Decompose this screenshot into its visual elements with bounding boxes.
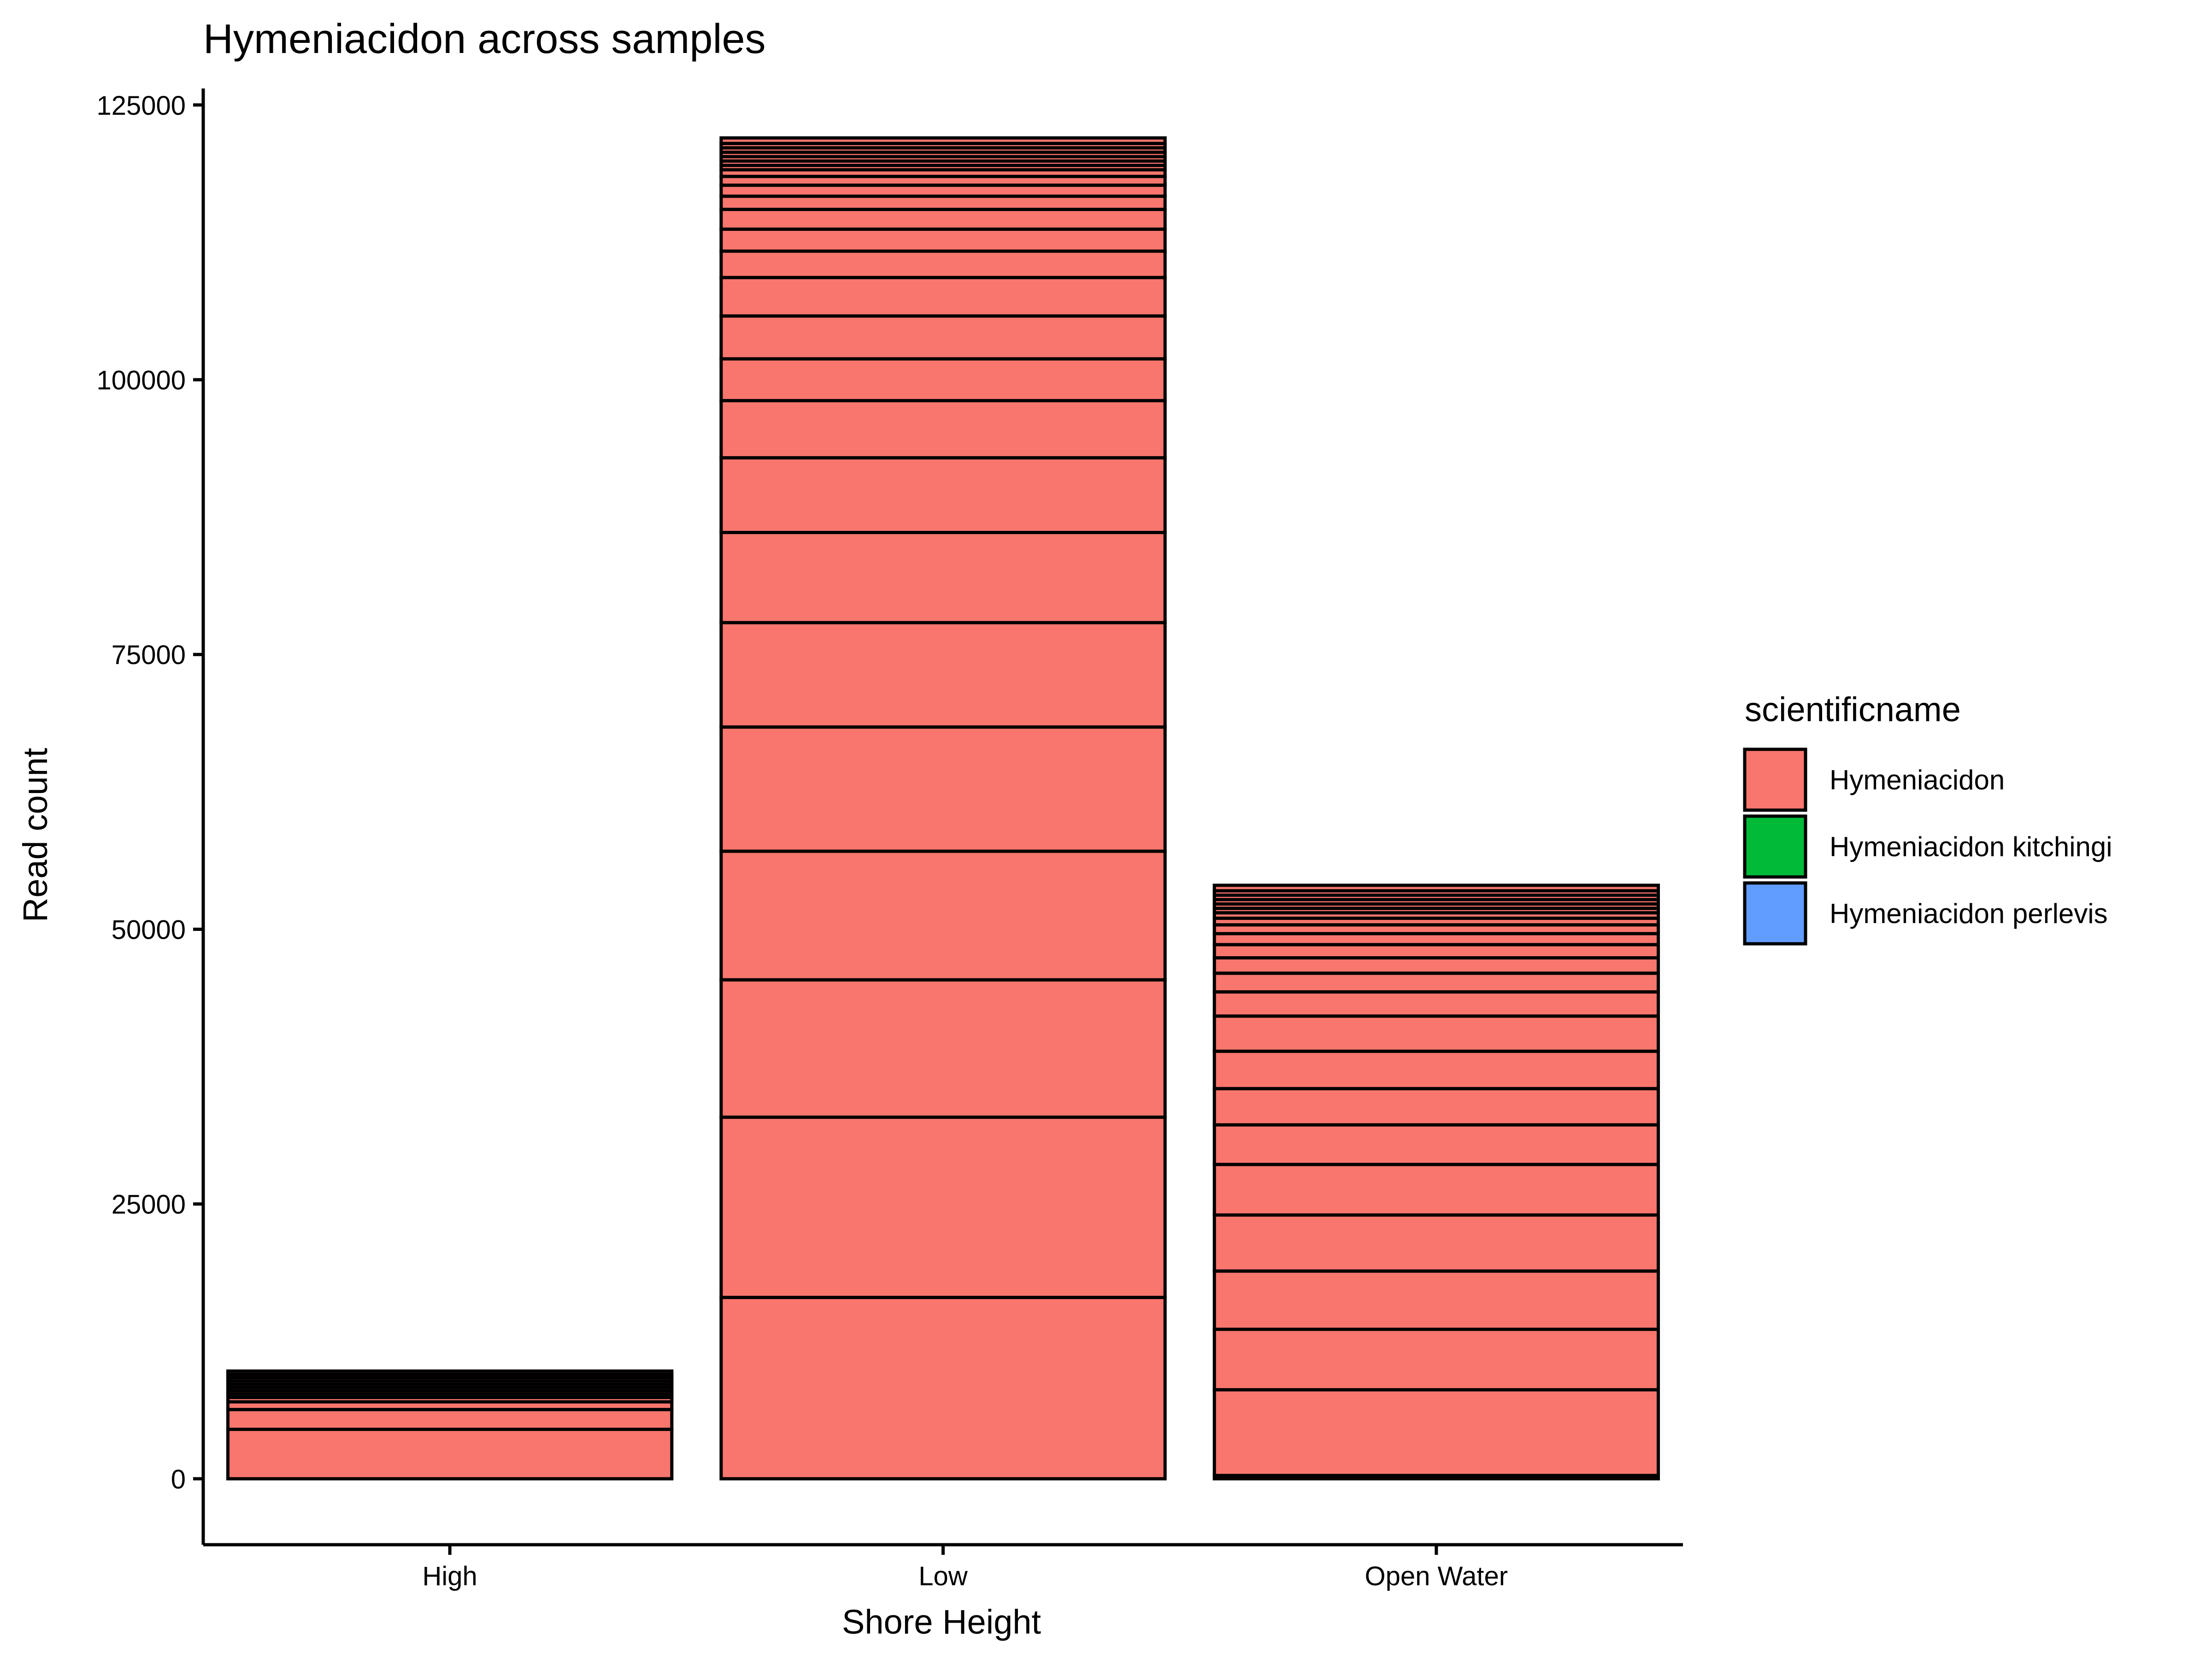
bar-segment: [1212, 943, 1660, 959]
bars-layer: [226, 136, 1660, 1481]
bar-segment: [719, 276, 1167, 318]
y-axis-title: Read count: [16, 747, 54, 922]
bar-segment: [719, 357, 1167, 402]
legend-label: Hymeniacidon kitchingi: [1830, 831, 2112, 862]
bar-segment: [1212, 956, 1660, 975]
bar-segment: [719, 227, 1167, 253]
y-tick-label: 50000: [112, 915, 186, 945]
bar-segment: [1212, 1014, 1660, 1053]
bar-segment: [1212, 971, 1660, 994]
bar-stack-high: [226, 1369, 674, 1481]
bar-segment: [719, 456, 1167, 535]
x-tick-label: High: [423, 1561, 477, 1591]
bar-segment: [719, 725, 1167, 853]
y-tick-label: 25000: [112, 1190, 186, 1220]
bar-segment: [719, 399, 1167, 459]
bar-segment: [719, 978, 1167, 1119]
legend-key: [1743, 747, 1807, 812]
y-tick-label: 100000: [96, 365, 186, 395]
bar-segment: [226, 1428, 674, 1481]
bar-segment: [719, 621, 1167, 729]
bar-segment: [1212, 1087, 1660, 1127]
axes-layer: 0 25000 50000 75000 100000 125000 High Low Open …: [96, 88, 1683, 1591]
bar-segment: [719, 1115, 1167, 1299]
bar-segment: [719, 136, 1167, 145]
bar-segment: [1212, 883, 1660, 893]
x-axis-title: Shore Height: [842, 1603, 1041, 1641]
bar-segment: [719, 249, 1167, 279]
legend-key: [1743, 881, 1807, 946]
y-tick-label: 0: [171, 1465, 186, 1494]
y-tick-label: 75000: [112, 640, 186, 670]
bar-segment: [719, 183, 1167, 198]
y-tick-label: 125000: [96, 91, 186, 121]
bar-segment: [719, 849, 1167, 982]
bar-stack-low: [719, 136, 1167, 1481]
bar-segment: [1212, 1328, 1660, 1392]
bar-segment: [719, 531, 1167, 624]
bar-segment: [1212, 1269, 1660, 1331]
x-tick-label: Open Water: [1365, 1561, 1508, 1591]
legend-key: [1743, 814, 1807, 879]
bar-segment: [226, 1408, 674, 1431]
bar-segment: [1212, 990, 1660, 1018]
x-tick-label: Low: [918, 1561, 968, 1591]
legend-label: Hymeniacidon: [1830, 765, 2005, 795]
bar-segment: [226, 1369, 674, 1376]
legend: scientificname Hymeniacidon Hymeniacidon …: [1743, 690, 2112, 946]
legend-label: Hymeniacidon perlevis: [1830, 898, 2108, 929]
bar-segment: [1212, 1388, 1660, 1477]
bar-segment: [719, 314, 1167, 361]
bar-stack-open-water: [1212, 883, 1660, 1481]
bar-segment: [1212, 1123, 1660, 1166]
bar-segment: [1212, 1049, 1660, 1090]
bar-segment: [719, 207, 1167, 231]
bar-segment: [719, 194, 1167, 211]
chart-title: Hymeniacidon across samples: [203, 16, 766, 62]
bar-segment: [1212, 1163, 1660, 1217]
bar-segment: [1212, 1213, 1660, 1273]
bar-segment: [719, 1295, 1167, 1481]
legend-title: scientificname: [1745, 690, 1961, 729]
bar-segment: [1212, 932, 1660, 947]
